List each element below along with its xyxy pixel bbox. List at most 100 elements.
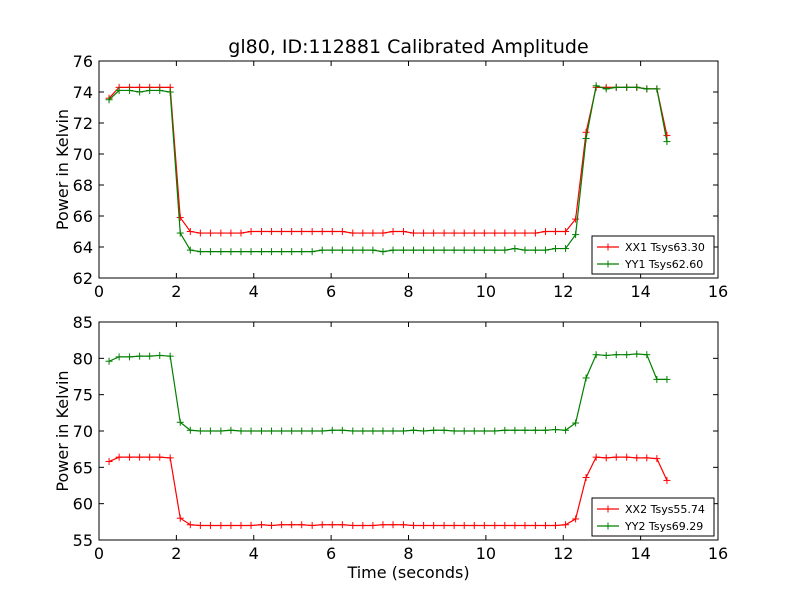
data-point: [338, 426, 346, 434]
data-point: [349, 246, 357, 254]
data-point: [206, 248, 214, 256]
data-point: [257, 228, 265, 235]
data-point: [430, 426, 438, 434]
data-point: [592, 453, 600, 461]
data-point: [450, 521, 458, 529]
data-point: [328, 228, 336, 235]
chart-title: gl80, ID:112881 Calibrated Amplitude: [228, 36, 588, 58]
data-point: [156, 453, 164, 461]
x-axis-label: Time (seconds): [346, 563, 469, 582]
data-point: [196, 229, 204, 237]
data-point: [379, 521, 387, 529]
x-tick-label: 12: [553, 544, 573, 563]
data-point: [460, 229, 468, 237]
data-point: [288, 228, 296, 235]
data-point: [602, 351, 610, 359]
data-point: [460, 521, 468, 529]
data-point: [653, 85, 661, 93]
data-point: [521, 229, 529, 237]
data-point: [115, 453, 123, 461]
data-point: [562, 521, 570, 529]
data-point: [541, 426, 549, 434]
data-point: [633, 454, 641, 462]
x-tick-label: 16: [708, 544, 728, 563]
data-point: [572, 215, 580, 223]
data-point: [541, 228, 549, 235]
legend: XX1 Tsys63.30 YY1 Tsys62.60: [591, 235, 715, 275]
data-point: [298, 427, 306, 435]
x-tick-label: 4: [249, 282, 259, 301]
data-point: [623, 83, 631, 91]
data-point: [359, 427, 367, 435]
x-tick-label: 8: [403, 544, 413, 563]
data-point: [359, 521, 367, 529]
data-point: [349, 521, 357, 529]
data-point: [217, 427, 225, 435]
x-tick-label: 14: [630, 544, 650, 563]
data-point: [308, 521, 316, 529]
x-tick-label: 2: [171, 544, 181, 563]
data-point: [217, 521, 225, 529]
data-point: [572, 515, 580, 523]
data-point: [298, 521, 306, 529]
x-tick-label: 12: [553, 282, 573, 301]
data-point: [318, 246, 326, 254]
data-point: [288, 248, 296, 256]
data-point: [410, 229, 418, 237]
data-point: [582, 128, 590, 136]
data-point: [440, 426, 448, 434]
data-point: [511, 229, 519, 237]
data-point: [399, 246, 407, 254]
x-tick-label: 4: [249, 544, 259, 563]
data-point: [541, 246, 549, 254]
data-point: [166, 88, 174, 96]
x-tick-label: 0: [94, 544, 104, 563]
data-point: [480, 521, 488, 529]
data-point: [105, 357, 113, 365]
data-point: [206, 229, 214, 237]
data-point: [420, 246, 428, 254]
data-point: [521, 246, 529, 254]
legend-box: [591, 497, 715, 537]
data-point: [511, 245, 519, 253]
data-point: [217, 248, 225, 256]
data-point: [136, 453, 144, 461]
data-point: [450, 246, 458, 254]
data-point: [521, 521, 529, 529]
y-tick-label: 74: [73, 83, 93, 102]
data-point: [227, 229, 235, 237]
y-tick-label: 80: [73, 349, 93, 368]
legend-label: YY2 Tsys69.29: [624, 520, 703, 533]
y-tick-label: 64: [73, 238, 93, 257]
y-axis-label: Power in Kelvin: [53, 109, 72, 230]
legend-box: [591, 235, 715, 275]
data-point: [470, 246, 478, 254]
data-point: [196, 521, 204, 529]
data-point: [156, 351, 164, 359]
data-point: [186, 521, 194, 529]
data-point: [410, 246, 418, 254]
data-point: [349, 229, 357, 237]
data-point: [247, 521, 255, 529]
data-point: [582, 135, 590, 142]
data-point: [552, 521, 560, 529]
data-point: [480, 246, 488, 254]
data-point: [176, 229, 184, 237]
data-point: [582, 474, 590, 482]
legend-label: XX2 Tsys55.74: [625, 503, 705, 516]
data-point: [298, 248, 306, 256]
data-point: [136, 352, 144, 360]
series-line-2: [108, 353, 667, 432]
data-point: [612, 453, 620, 461]
data-point: [663, 375, 671, 383]
y-tick-label: 55: [73, 531, 93, 550]
legend-label: YY1 Tsys62.60: [624, 258, 703, 271]
data-point: [663, 476, 671, 484]
legend: XX2 Tsys55.74 YY2 Tsys69.29: [591, 497, 715, 537]
data-point: [288, 427, 296, 435]
data-point: [237, 521, 245, 529]
data-point: [653, 375, 661, 383]
data-point: [379, 248, 387, 256]
data-point: [237, 229, 245, 237]
data-point: [257, 521, 265, 529]
